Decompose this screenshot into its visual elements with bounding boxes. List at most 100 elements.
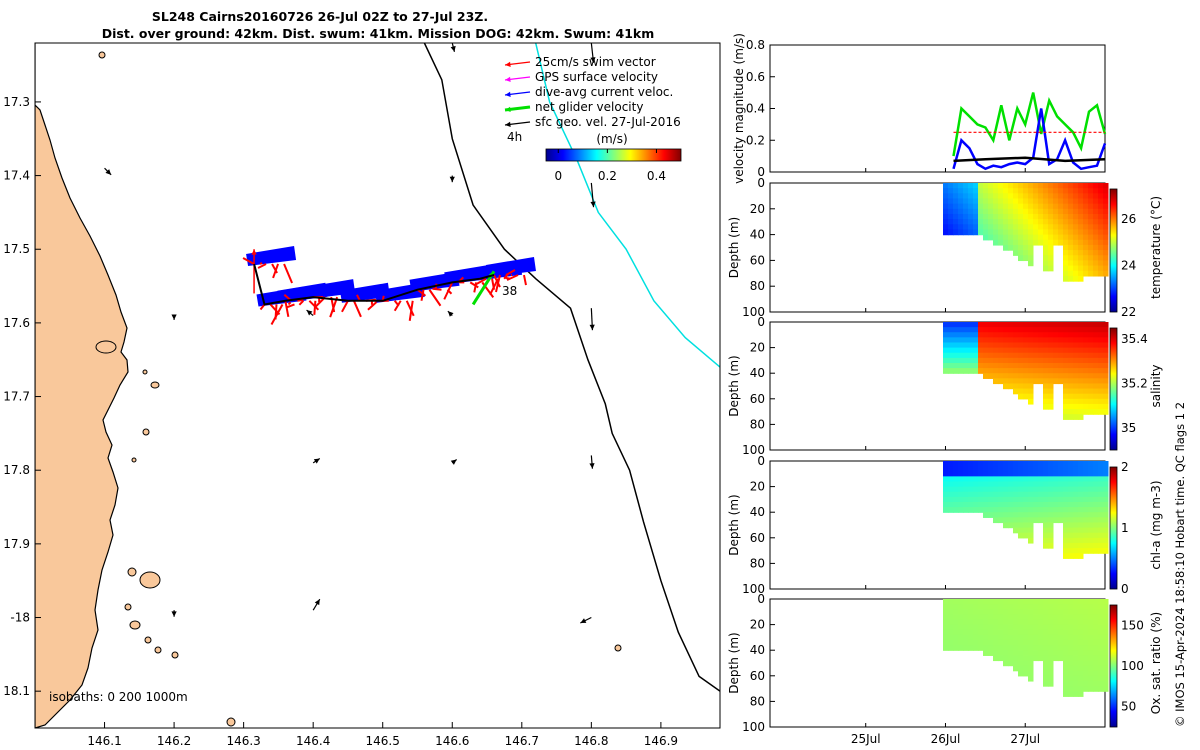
temperature-cell [1038, 198, 1044, 205]
temperature-cell [1023, 229, 1029, 236]
oxygen-cell [963, 609, 969, 615]
chlorophyll-cell [983, 471, 989, 477]
salinity-cell [978, 362, 984, 369]
chlorophyll-cell [1058, 491, 1064, 498]
chlorophyll-cell [1048, 517, 1054, 524]
temperature-cell [1103, 188, 1109, 194]
y-tick-label: 17.4 [3, 169, 30, 183]
oxygen-cell [1023, 629, 1029, 636]
salinity-cell [1103, 398, 1109, 405]
chlorophyll-cell [1013, 466, 1019, 472]
temperature-cell [1088, 208, 1094, 215]
oxygen-cell [1063, 609, 1069, 615]
temperature-cell [1103, 183, 1109, 189]
salinity-cell [1063, 352, 1069, 359]
salinity-cell [1063, 378, 1069, 385]
temperature-cell [1053, 198, 1059, 205]
oxygen-cell [1073, 614, 1079, 621]
salinity-cell [1073, 332, 1079, 338]
oxygen-cell [958, 609, 964, 615]
chlorophyll-cell [1038, 486, 1044, 493]
salinity-cell [958, 352, 964, 359]
chlorophyll-cell [983, 501, 989, 508]
temperature-cell [1088, 188, 1094, 194]
chlorophyll-cell [1083, 522, 1089, 529]
salinity-cell [1003, 347, 1009, 354]
oxygen-cell [1013, 619, 1019, 626]
oxygen-cell [1078, 624, 1084, 631]
temperature-cell [1093, 250, 1099, 256]
salinity-cell [1073, 337, 1079, 344]
oxygen-cell [1063, 660, 1069, 667]
salinity-cell [943, 327, 949, 333]
oxygen-cell [1083, 645, 1089, 651]
chlorophyll-cell [958, 466, 964, 472]
salinity-cell [1013, 352, 1019, 359]
temperature-cell [973, 183, 979, 189]
oxygen-cell [1003, 650, 1009, 656]
temperature-cell [1093, 260, 1099, 267]
temperature-cell [1033, 198, 1039, 205]
chlorophyll-cell [1073, 501, 1079, 508]
chlorophyll-cell [958, 486, 964, 493]
temperature-cell [1043, 239, 1049, 246]
oxygen-cell [1078, 634, 1084, 641]
chlorophyll-cell [1068, 507, 1074, 513]
temperature-cell [1038, 234, 1044, 241]
swim-vector [257, 263, 267, 269]
chlorophyll-y-tick-label: 80 [750, 556, 765, 570]
chlorophyll-cell [1018, 527, 1024, 534]
oxygen-cell [1038, 599, 1044, 605]
temperature-cell [1088, 255, 1094, 262]
temperature-cell [948, 229, 954, 236]
oxygen-cell [1028, 650, 1034, 656]
salinity-cell [1088, 403, 1094, 410]
map-colorbar-ticks: 0 0.2 0.4 [554, 149, 666, 183]
salinity-cell [1023, 388, 1029, 395]
legend-label: net glider velocity [535, 100, 643, 114]
velocity-series-line [952, 108, 1107, 171]
chlorophyll-cell [1018, 471, 1024, 477]
temperature-cell [1028, 203, 1034, 210]
oxygen-cell [1083, 619, 1089, 626]
salinity-cell [993, 322, 999, 328]
oxygen-cell [998, 639, 1004, 646]
salinity-cell [943, 337, 949, 344]
chlorophyll-cell [1078, 522, 1084, 529]
oxygen-cell [1093, 665, 1099, 672]
chlorophyll-cell [1048, 461, 1054, 467]
oxygen-cell [1043, 670, 1049, 677]
chlorophyll-cell [1003, 471, 1009, 477]
chlorophyll-cell [1073, 491, 1079, 498]
temperature-cell [1008, 213, 1014, 220]
chlorophyll-cell [1033, 491, 1039, 498]
temperature-cell [1083, 255, 1089, 262]
oxygen-cell [1078, 675, 1084, 682]
chlorophyll-cell [1078, 537, 1084, 544]
temperature-cell [1053, 188, 1059, 194]
oxygen-cell [1048, 675, 1054, 682]
chlorophyll-cell [1033, 471, 1039, 477]
oxygen-cell [1103, 604, 1109, 610]
surface-vector [449, 175, 455, 183]
salinity-y-tick-label: 80 [750, 417, 765, 431]
oxygen-cell [1078, 645, 1084, 651]
chlorophyll-cell [963, 471, 969, 477]
chlorophyll-cell [1068, 481, 1074, 488]
oxygen-cell [1048, 599, 1054, 605]
salinity-cell [988, 362, 994, 369]
temperature-cell [1073, 213, 1079, 220]
temperature-cell [1003, 239, 1009, 246]
swim-vector [251, 249, 257, 294]
temperature-cell [1098, 213, 1104, 220]
temperature-cell [983, 193, 989, 200]
chlorophyll-cell [958, 471, 964, 477]
chlorophyll-cell [1063, 491, 1069, 498]
temperature-cell [983, 213, 989, 220]
chlorophyll-y-tick-label: 20 [750, 480, 765, 494]
temperature-cell [973, 213, 979, 220]
chlorophyll-cell [1103, 461, 1109, 467]
temperature-cell [1073, 183, 1079, 189]
salinity-cell [1088, 383, 1094, 390]
oxygen-cell [1058, 624, 1064, 631]
